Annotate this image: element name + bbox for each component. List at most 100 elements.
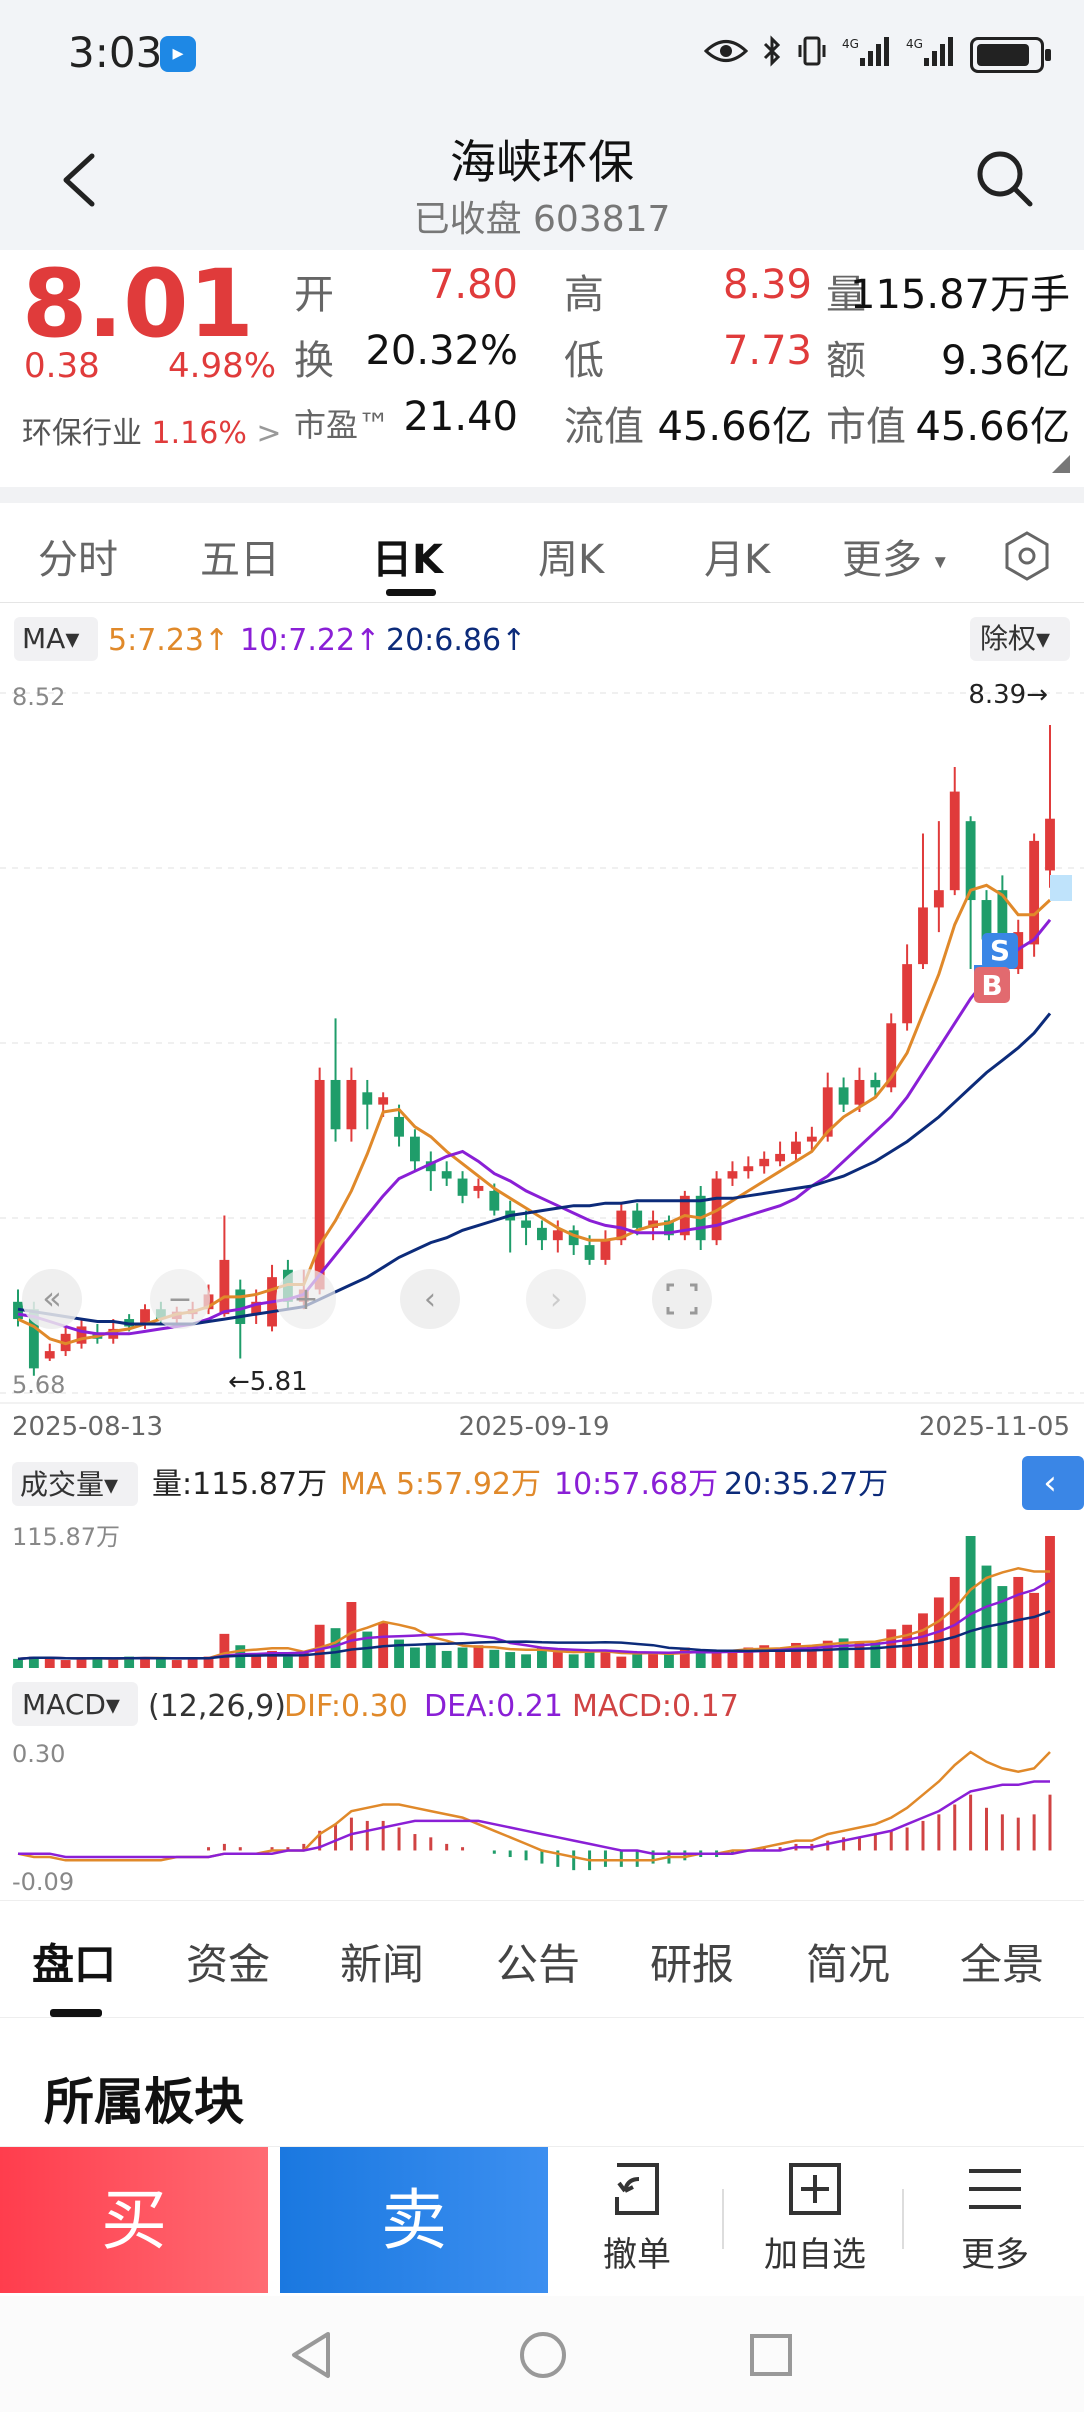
- volume-bar: [76, 1658, 87, 1668]
- candle-body: [759, 1158, 770, 1167]
- candle-body: [425, 1161, 436, 1172]
- scroll-right-button[interactable]: [526, 1269, 586, 1329]
- menu-icon: [969, 2169, 1021, 2209]
- amount-label: 额: [826, 338, 866, 384]
- macd-chart[interactable]: MACD▾ (12,26,9) DIF:0.30 DEA:0.21 MACD:0…: [0, 1680, 1084, 1898]
- industry-link[interactable]: 环保行业 1.16% >: [22, 408, 282, 452]
- buy-marker-badge: [974, 967, 1010, 1003]
- candle-body: [521, 1220, 531, 1228]
- sell-button[interactable]: 卖: [280, 2147, 548, 2293]
- volume-ymax-label: 115.87万: [12, 1523, 120, 1551]
- tab-more-label: 更多: [842, 537, 922, 583]
- tab-monthly-k[interactable]: 月K: [704, 537, 771, 583]
- tab-research[interactable]: 研报: [650, 1940, 735, 1989]
- nav-back-icon[interactable]: [288, 2330, 334, 2380]
- status-icons: 4G 4G: [703, 30, 1051, 80]
- info-tabs: 盘口 资金 新闻 公告 研报 简况 全景: [0, 1900, 1084, 2018]
- add-watchlist-button[interactable]: 加自选: [730, 2157, 900, 2287]
- action-divider: [722, 2189, 724, 2249]
- tab-weekly-k[interactable]: 周K: [538, 537, 605, 583]
- volume-bar: [870, 1640, 881, 1668]
- volume-bar: [267, 1650, 277, 1668]
- more-button[interactable]: 更多: [910, 2157, 1080, 2287]
- tab-capital[interactable]: 资金: [186, 1940, 271, 1989]
- sell-marker: S: [990, 934, 1010, 967]
- volume-bar: [584, 1649, 595, 1668]
- minus-icon: −: [167, 1282, 192, 1317]
- tab-announcements[interactable]: 公告: [496, 1940, 581, 1989]
- volume-bar: [140, 1657, 150, 1668]
- candle-body: [838, 1087, 849, 1105]
- sector-section-title: 所属板块: [44, 2073, 244, 2131]
- cancel-order-button[interactable]: 撤单: [552, 2157, 722, 2287]
- kline-chart[interactable]: 8.52 5.68 8.39→ ←5.81 S B « − + ‹ › 2025…: [0, 675, 1084, 1445]
- volume-bar: [743, 1647, 754, 1668]
- stock-code-status: 已收盘 603817: [413, 199, 671, 240]
- zoom-out-button[interactable]: [150, 1269, 210, 1329]
- tab-profile[interactable]: 简况: [806, 1940, 891, 1989]
- tab-intraday[interactable]: 分时: [38, 537, 118, 583]
- signal-4g-icon: 4G: [842, 34, 892, 76]
- nav-home-icon[interactable]: [518, 2330, 568, 2380]
- buy-button[interactable]: 买: [0, 2147, 268, 2293]
- tab-panorama[interactable]: 全景: [960, 1940, 1045, 1989]
- candle-body: [743, 1166, 754, 1172]
- candle-body: [584, 1245, 595, 1260]
- volume-bar: [203, 1656, 214, 1668]
- svg-text:4G: 4G: [906, 37, 923, 51]
- app-notification-icon: ▸: [160, 36, 196, 72]
- scroll-left-button[interactable]: [400, 1269, 460, 1329]
- volume-bar: [965, 1536, 976, 1668]
- volume-bar: [791, 1642, 801, 1668]
- volume-bar: [1045, 1536, 1055, 1668]
- volume-bar: [616, 1656, 627, 1668]
- collapse-panel-button[interactable]: [1022, 1456, 1084, 1510]
- macd-selector[interactable]: [12, 1682, 138, 1726]
- fullscreen-button[interactable]: [652, 1269, 712, 1329]
- fullscreen-icon: [666, 1283, 698, 1315]
- volume-chart[interactable]: 成交量▾ 量:115.87万 MA 5:57.92万 10:57.68万 20:…: [0, 1450, 1084, 1675]
- back-icon[interactable]: [56, 150, 104, 210]
- dif-line: [17, 1750, 1051, 1862]
- vibrate-icon: [796, 35, 828, 75]
- scroll-left-fast-button[interactable]: [22, 1269, 82, 1329]
- candle-body: [251, 1301, 262, 1315]
- volume-ma10: 10:57.68万: [554, 1467, 718, 1502]
- expand-corner-icon[interactable]: [1052, 455, 1070, 473]
- volume-selector[interactable]: [12, 1462, 138, 1506]
- status-bar: 3:03 ▸ 4G 4G: [0, 0, 1084, 110]
- ma20-value: 20:6.86↑: [386, 623, 527, 658]
- more-label: 更多: [961, 2235, 1029, 2275]
- adjust-selector[interactable]: 除权▾: [970, 617, 1070, 661]
- tab-news[interactable]: 新闻: [340, 1940, 425, 1989]
- tab-five-day[interactable]: 五日: [200, 537, 280, 583]
- candle-body: [394, 1116, 404, 1137]
- tab-more[interactable]: 更多 ▾: [842, 527, 946, 585]
- candle-body: [362, 1092, 373, 1105]
- macd-params: (12,26,9): [148, 1689, 286, 1724]
- tab-daily-k[interactable]: 日K: [372, 537, 443, 583]
- candle-body: [854, 1079, 865, 1105]
- nav-recents-icon[interactable]: [748, 2332, 794, 2378]
- chevron-left-icon: ‹: [424, 1282, 436, 1317]
- tab-order-book[interactable]: 盘口: [32, 1940, 117, 1989]
- ma-selector[interactable]: MA▾: [14, 617, 98, 661]
- add-box-icon: [789, 2163, 841, 2215]
- search-icon[interactable]: [972, 146, 1036, 210]
- candle-body: [489, 1190, 500, 1211]
- volume-bar: [679, 1647, 690, 1668]
- settings-icon[interactable]: [1000, 529, 1054, 583]
- industry-pct: 1.16%: [151, 416, 247, 451]
- quote-panel: 8.01 0.38 4.98% 环保行业 1.16% > 开 7.80 高 8.…: [0, 250, 1084, 485]
- volume-bar: [537, 1647, 547, 1668]
- volume-value: 115.87万手: [850, 272, 1070, 318]
- candle-body: [235, 1289, 246, 1324]
- volume-ma-lines: [17, 1567, 1051, 1661]
- candle-body: [552, 1230, 563, 1241]
- candle-body: [981, 900, 992, 940]
- volume-bars: [13, 1536, 1055, 1668]
- battery-charging-icon: [970, 37, 1051, 73]
- zoom-in-button[interactable]: [276, 1269, 336, 1329]
- candle-body: [965, 821, 976, 901]
- volume-label: 量: [826, 272, 866, 318]
